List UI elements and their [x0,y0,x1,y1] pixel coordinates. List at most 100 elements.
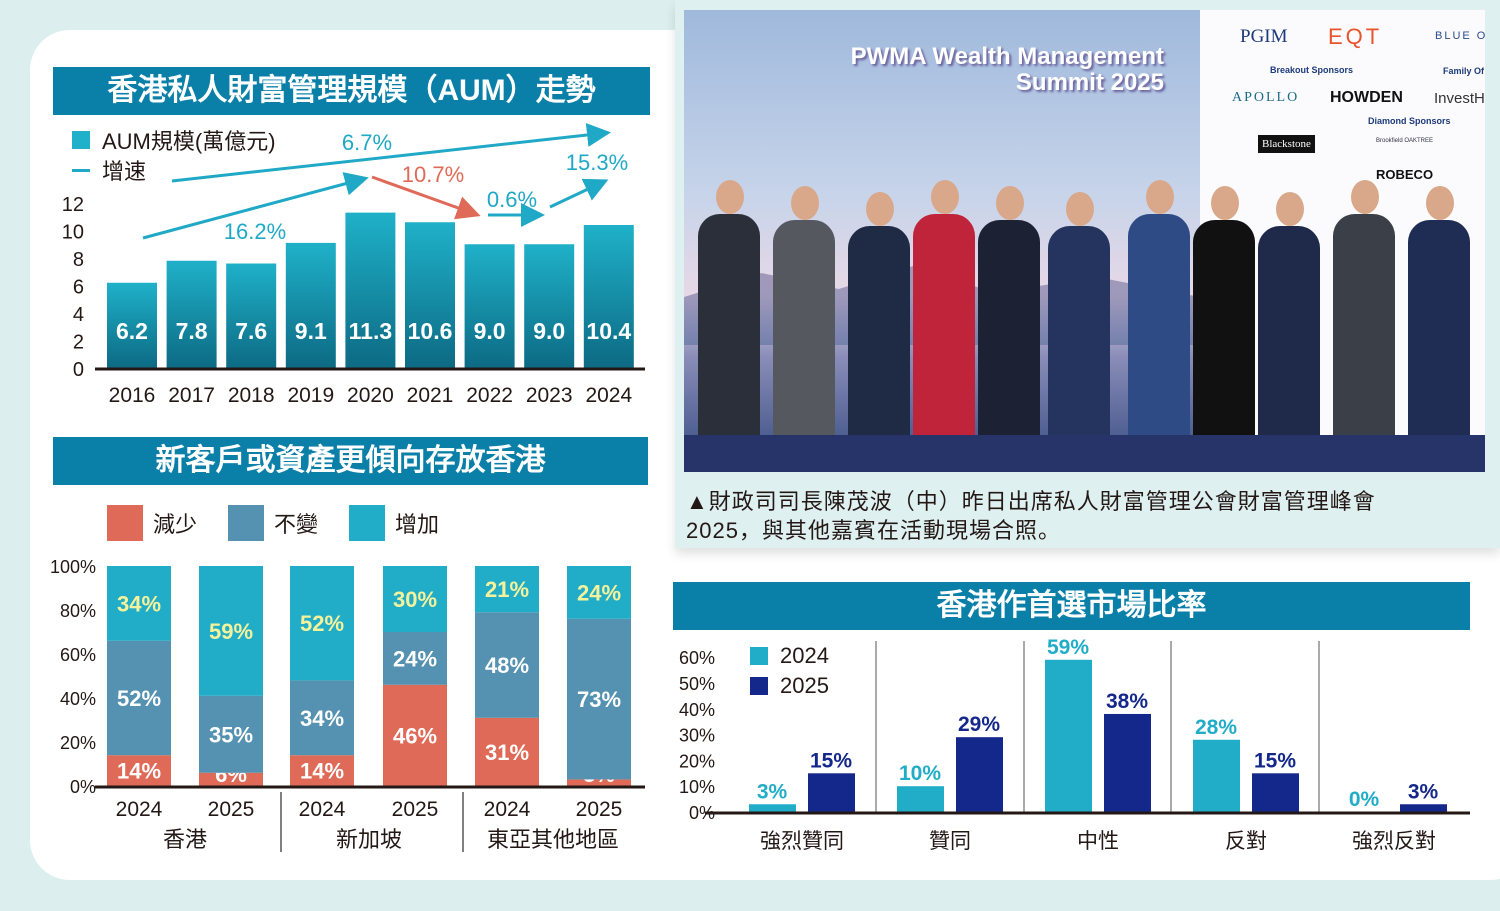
group-label: 東亞其他地區 [487,827,619,852]
segment-value-label: 21% [485,577,529,602]
bar-value-label: 3% [757,780,788,803]
growth-label: 10.7% [402,162,464,187]
segment-value-label: 52% [117,686,161,711]
y-tick-label: 80% [60,601,96,621]
x-tick-label: 2022 [466,384,513,407]
y-tick-label: 12 [62,194,84,216]
y-tick-label: 40% [60,689,96,709]
growth-label: 16.2% [224,219,286,244]
x-tick-label: 2019 [287,384,334,407]
y-tick-label: 0% [70,777,96,797]
aum-bar [226,263,277,368]
stacked-bar-segment [199,772,263,786]
segment-value-label: 31% [485,740,529,765]
group-label: 香港 [163,827,207,852]
growth-label: 0.6% [487,187,537,212]
stacked-bar-segment [199,566,263,696]
growth-arrow [142,172,369,240]
bar-value-label: 28% [1195,716,1237,739]
y-tick-label: 30% [679,726,715,746]
segment-value-label: 34% [117,591,161,616]
y-tick-label: 20% [679,751,715,771]
banner-line: PWMA Wealth Management [850,43,1164,70]
y-tick-label: 6 [73,277,84,299]
person [909,180,979,440]
growth-arrow [371,175,481,220]
bar-value-label: 10.4 [586,318,631,344]
x-tick-label: 反對 [1225,830,1267,853]
legend-swatch [107,505,143,541]
x-tick-label: 2016 [109,384,156,407]
x-tick-label: 2025 [576,798,623,821]
aum-bar [524,244,575,368]
bar-value-label: 9.1 [295,318,327,344]
y-tick-label: 8 [73,249,84,271]
x-tick-label: 2025 [208,798,255,821]
aum-bar [345,212,396,368]
y-tick-label: 20% [60,733,96,753]
person [1124,180,1194,440]
y-tick-label: 10 [62,222,84,244]
legend-item: 減少 [107,505,197,541]
investhk-logo: InvestHK [1434,90,1485,107]
person [694,180,764,440]
segment-value-label: 14% [117,759,161,784]
brookfield-logo: Brookfield OAKTREE [1376,138,1434,144]
y-tick-label: 2 [73,332,84,354]
legend-item: 2025 [750,673,829,699]
person [974,186,1044,446]
stacked-bar-segment [475,717,539,786]
robeco-logo: ROBECO [1376,167,1434,182]
bar-value-label: 6.2 [116,318,148,344]
y-tick-label: 60% [60,645,96,665]
stacked-bar-segment [290,680,354,756]
preference-bar [1045,659,1092,812]
preference-bar [1193,739,1240,812]
stacked-bar-segment [567,618,631,780]
segment-value-label: 24% [393,646,437,671]
x-tick-label: 中性 [1077,830,1119,853]
photo-caption: 2025，與其他嘉賓在活動現場合照。 [686,518,1061,543]
segment-value-label: 73% [577,687,621,712]
banner-line: Summit 2025 [1015,69,1164,96]
person [1189,186,1259,446]
bar-value-label: 3% [1408,780,1439,803]
howden-logo: HOWDEN [1330,89,1403,106]
x-tick-label: 2018 [228,384,275,407]
growth-label: 6.7% [342,130,392,155]
legend-item: 2024 [750,643,829,669]
legend-label: 增速 [102,159,147,184]
stage-floor [684,435,1485,472]
segment-value-label: 24% [577,580,621,605]
stacked-bar-segment [290,755,354,786]
segment-value-label: 48% [485,653,529,678]
legend-label: 減少 [153,512,198,537]
person [1254,192,1324,452]
preference-bar [1104,713,1151,812]
y-tick-label: 100% [50,557,96,577]
sponsor-heading: Diamond Sponsors [1368,116,1451,126]
preference-bar [1400,804,1447,812]
bar-value-label: 59% [1047,636,1089,659]
x-tick-label: 2025 [392,798,439,821]
x-tick-label: 贊同 [929,830,971,853]
stacked-bar-segment [107,640,171,756]
legend-swatch [349,505,385,541]
legend-swatch [72,131,90,149]
legend-label: AUM規模(萬億元) [102,129,276,154]
x-tick-label: 2024 [585,384,632,407]
segment-value-label: 52% [300,611,344,636]
bar-value-label: 7.8 [176,318,208,344]
photo-card: PWMA Wealth Management Summit 2025 PGIM … [675,0,1500,548]
aum-bar [166,260,217,368]
y-tick-label: 10% [679,777,715,797]
apollo-logo: APOLLO [1232,90,1300,105]
y-tick-label: 40% [679,700,715,720]
stacked-bar-segment [475,566,539,613]
preference-chart: 0% 10% 20% 30% 40% 50% 60% 3% 15% 強烈贊同 10% 29% 贊同 59%… [679,636,1470,853]
x-tick-label: 強烈反對 [1352,830,1436,853]
stacked-bar-segment [107,566,171,641]
aum-bar [464,244,515,368]
preference-chart-title: 香港作首選市場比率 [673,582,1470,630]
growth-arrow [549,178,609,209]
